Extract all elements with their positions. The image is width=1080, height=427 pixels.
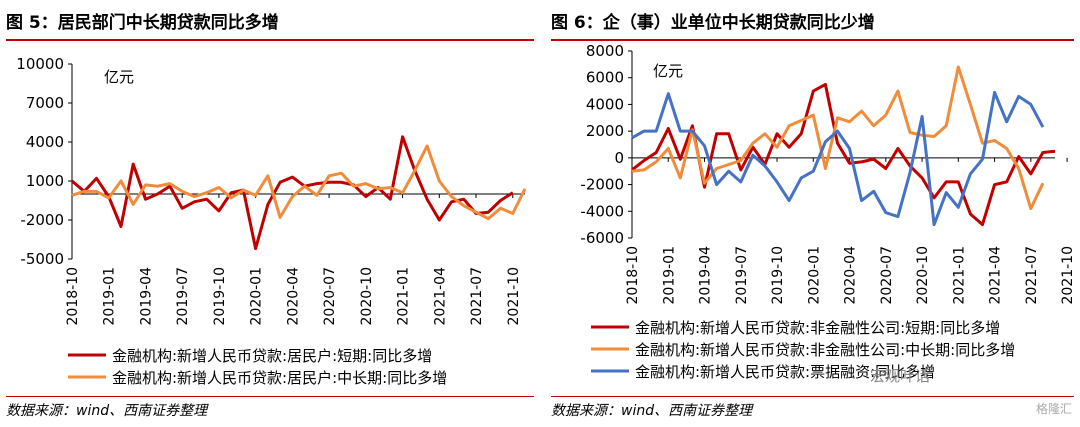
chart-title: 图 5：居民部门中长期贷款同比多增 — [6, 13, 279, 33]
y-tick-label: 4000 — [26, 133, 64, 151]
unit-label: 亿元 — [104, 68, 134, 86]
source-divider — [6, 396, 534, 397]
legend-label: 金融机构:新增人民币贷款:居民户:中长期:同比多增 — [112, 369, 447, 387]
series-line — [631, 65, 1045, 211]
watermark-brand: 格隆汇 — [1035, 402, 1072, 416]
chart-plot-right: 8000 6000 4000 2000 0 -2000 -4000 -6000 亿元 2018-1… — [580, 42, 1076, 381]
y-tick-label: -4000 — [580, 202, 624, 220]
y-tick-label: 7000 — [26, 94, 64, 112]
x-tick-label: 2021-07 — [469, 267, 485, 326]
legend-label: 金融机构:新增人民币贷款:非金融性公司:短期:同比多增 — [635, 319, 1000, 337]
unit-label: 亿元 — [653, 62, 683, 80]
series-line — [71, 135, 514, 251]
x-tick-label: 2019-07 — [175, 267, 191, 326]
source-note: 数据来源：wind、西南证券整理 — [6, 403, 208, 419]
x-tick-label: 2018-10 — [65, 267, 81, 326]
title-divider — [551, 39, 1074, 41]
x-tick-label: 2018-10 — [625, 246, 641, 305]
x-tick-label: 2019-04 — [138, 267, 154, 326]
x-tick-label: 2020-04 — [843, 246, 859, 305]
title-divider — [6, 39, 534, 41]
watermark-logo: 宏观叶话 — [869, 367, 930, 385]
chart-panel-left: 图 5：居民部门中长期贷款同比多增 10000 7000 4000 1000 -2000… — [6, 13, 534, 419]
y-tick-label: 8000 — [586, 42, 624, 60]
x-tick-label: 2019-01 — [102, 267, 118, 326]
x-tick-label: 2020-10 — [915, 246, 931, 305]
x-tick-label: 2019-01 — [661, 246, 677, 305]
chart-title: 图 6：企（事）业单位中长期贷款同比少增 — [551, 13, 875, 33]
x-tick-label: 2019-07 — [734, 246, 750, 305]
x-tick-label: 2021-01 — [396, 267, 412, 326]
y-tick-label: -6000 — [580, 229, 624, 247]
series-line — [631, 90, 1045, 227]
x-tick-label: 2021-01 — [951, 246, 967, 305]
x-tick-label: 2019-10 — [770, 246, 786, 305]
source-divider — [551, 396, 1074, 397]
x-tick-label: 2021-07 — [1024, 246, 1040, 305]
x-tick-label: 2021-04 — [432, 267, 448, 326]
x-tick-label: 2021-10 — [1060, 246, 1076, 305]
x-tick-label: 2021-04 — [988, 246, 1004, 305]
x-tick-label: 2020-07 — [322, 267, 338, 326]
x-tick-label: 2020-07 — [879, 246, 895, 305]
y-tick-label: 4000 — [586, 95, 624, 113]
y-tick-label: 0 — [614, 149, 624, 167]
series-line — [71, 144, 527, 221]
y-tick-label: -5000 — [20, 250, 64, 268]
y-tick-label: -2000 — [20, 211, 64, 229]
x-tick-label: 2019-04 — [698, 246, 714, 305]
x-tick-label: 2020-01 — [249, 267, 265, 326]
x-tick-label: 2021-10 — [506, 267, 522, 326]
y-tick-label: 2000 — [586, 122, 624, 140]
y-tick-label: -2000 — [580, 176, 624, 194]
chart-panel-right: 图 6：企（事）业单位中长期贷款同比少增 8000 6000 4000 2000 0 -2… — [545, 0, 1080, 427]
chart-plot-left: 10000 7000 4000 1000 -2000 -5000 亿元 2018-10 2019… — [16, 55, 527, 387]
x-tick-label: 2020-01 — [806, 246, 822, 305]
legend-label: 金融机构:新增人民币贷款:票据融资:同比多增 — [635, 363, 935, 381]
y-tick-label: 6000 — [586, 69, 624, 87]
source-note: 数据来源：wind、西南证券整理 — [551, 403, 753, 419]
x-tick-label: 2019-10 — [212, 267, 228, 326]
y-tick-label: 10000 — [16, 55, 64, 73]
x-tick-label: 2020-04 — [285, 267, 301, 326]
y-tick-label: 1000 — [26, 172, 64, 190]
legend-label: 金融机构:新增人民币贷款:非金融性公司:中长期:同比多增 — [635, 341, 1015, 359]
x-tick-label: 2020-10 — [359, 267, 375, 326]
legend-label: 金融机构:新增人民币贷款:居民户:短期:同比多增 — [112, 347, 432, 365]
